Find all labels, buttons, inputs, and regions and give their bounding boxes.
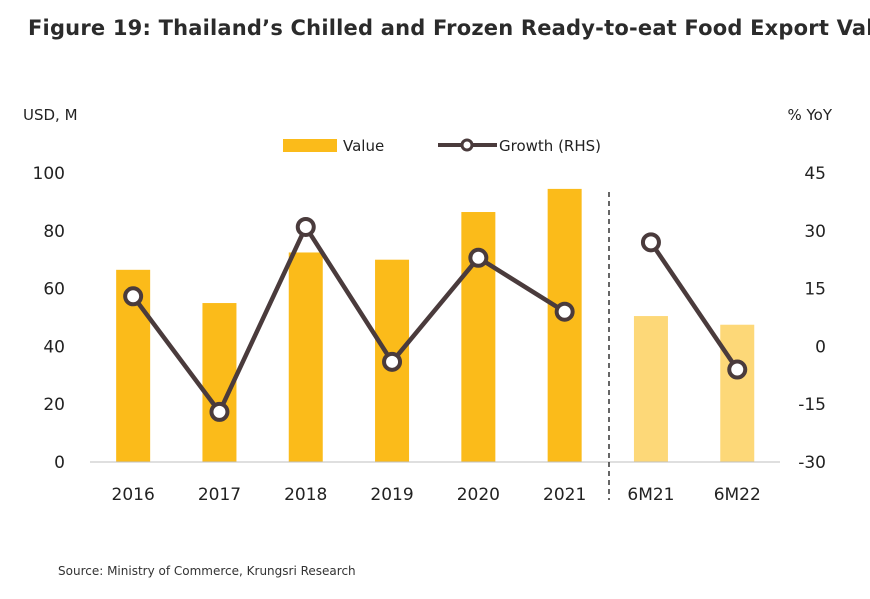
growth-line-segment-2 — [649, 241, 740, 371]
x-tick-label: 2017 — [198, 485, 241, 505]
left-tick-label: 0 — [54, 453, 65, 473]
growth-point-6m22 — [727, 359, 748, 380]
left-tick-label: 60 — [43, 280, 65, 300]
bar-6m21 — [633, 316, 668, 462]
right-tick-label: 45 — [804, 164, 826, 184]
x-tick-label: 2016 — [112, 485, 155, 505]
source-note: Source: Ministry of Commerce, Krungsri R… — [58, 564, 356, 578]
bar-2021 — [547, 188, 582, 462]
right-tick-label: -30 — [798, 453, 826, 473]
legend: Value Growth (RHS) — [283, 137, 601, 155]
left-tick-label: 20 — [43, 395, 65, 415]
x-tick-label: 2020 — [457, 485, 500, 505]
growth-line-segment-1 — [131, 224, 566, 415]
legend-label-value: Value — [343, 137, 384, 155]
left-tick-label: 100 — [33, 164, 65, 184]
bar-6m22 — [720, 324, 755, 462]
growth-point-2021 — [554, 301, 575, 322]
right-tick-label: 30 — [804, 222, 826, 242]
bar-group — [116, 188, 755, 462]
growth-point-2018 — [295, 216, 316, 237]
x-tick-label: 6M21 — [627, 485, 674, 505]
x-tick-label: 6M22 — [714, 485, 761, 505]
right-axis-label: % YoY — [787, 106, 832, 124]
axis-ticks: 2016 2017 2018 2019 2020 2021 6M21 6M22 0 20 40 60 8… — [33, 164, 826, 505]
right-tick-label: 15 — [804, 280, 826, 300]
left-tick-label: 40 — [43, 337, 65, 357]
growth-point-2016 — [123, 286, 144, 307]
left-axis-label: USD, M — [23, 106, 78, 124]
legend-label-growth: Growth (RHS) — [499, 137, 601, 155]
growth-point-2019 — [382, 351, 403, 372]
left-tick-label: 80 — [43, 222, 65, 242]
right-tick-label: -15 — [798, 395, 826, 415]
chart-title: Figure 19: Thailand’s Chilled and Frozen… — [28, 16, 870, 40]
growth-line-group — [123, 216, 748, 422]
legend-swatch-value — [283, 139, 337, 152]
growth-point-2017 — [209, 401, 230, 422]
x-tick-label: 2018 — [284, 485, 327, 505]
bar-2018 — [288, 252, 323, 462]
growth-point-2020 — [468, 247, 489, 268]
x-tick-label: 2019 — [370, 485, 413, 505]
x-tick-label: 2021 — [543, 485, 586, 505]
right-tick-label: 0 — [815, 337, 826, 357]
growth-point-6m21 — [640, 232, 661, 253]
legend-marker-growth — [460, 138, 474, 152]
